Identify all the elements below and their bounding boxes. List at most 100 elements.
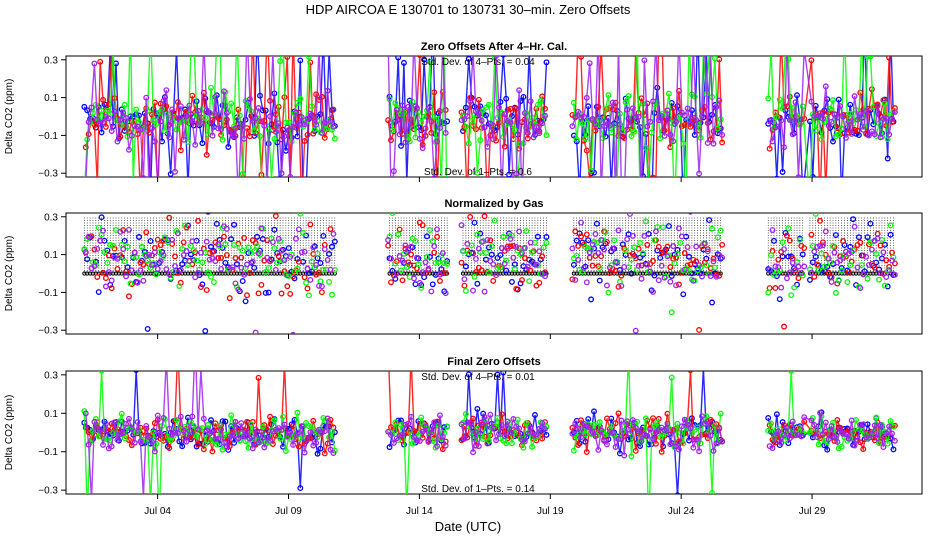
data-point [577,190,582,195]
data-point [641,431,648,438]
data-point [205,269,212,276]
data-point [254,243,261,250]
data-point [126,226,132,233]
data-point [524,263,531,270]
data-point [664,420,671,427]
data-point [128,267,135,274]
data-point [310,417,317,424]
data-point [716,424,723,431]
data-point [278,247,285,254]
data-point [671,260,678,267]
data-point [625,93,632,99]
data-point [172,429,178,436]
data-point [265,24,270,29]
data-point [817,217,823,224]
data-point [504,118,511,124]
data-point [831,111,838,118]
data-point [675,446,682,453]
data-point [484,422,491,429]
data-point [206,109,213,116]
chart-title: HDP AIRCOA E 130701 to 130731 30–min. Ze… [306,2,631,17]
data-point [868,260,875,267]
data-point [128,25,133,30]
data-point [890,254,897,261]
data-point [324,257,331,263]
data-point [396,253,403,260]
data-point [187,251,194,258]
data-point [442,270,449,277]
data-point [575,256,582,263]
data-point [297,57,304,64]
data-point [166,445,173,451]
data-point [691,44,696,49]
data-point [673,282,680,289]
data-point [213,220,220,227]
data-point [483,112,489,119]
series-gas4 [85,44,898,205]
data-point [307,276,314,283]
data-point [632,447,639,454]
data-point [857,421,864,428]
data-point [575,442,582,448]
data-point [269,176,274,177]
data-point [520,444,527,451]
data-point [402,242,409,249]
y-axis-label: Delta CO2 (ppm) [4,79,15,155]
data-point [288,421,295,428]
data-point [880,115,887,122]
data-point [458,259,465,266]
data-point [82,249,89,255]
data-point [609,429,616,436]
data-point [646,186,651,191]
data-point [687,261,694,268]
data-point [108,285,115,292]
data-point [392,419,399,426]
data-point [601,123,608,130]
data-point [883,115,890,122]
data-point [843,134,849,141]
data-point [295,429,302,436]
data-point [686,253,692,260]
data-point [111,254,118,261]
data-point [710,140,717,147]
data-point [189,118,196,125]
data-point [510,416,517,422]
y-tick-label: −0.1 [38,447,58,458]
data-point [416,56,423,59]
data-point [877,422,884,429]
data-point [596,265,603,271]
data-point [487,258,494,264]
data-point [123,115,130,121]
data-point [523,420,530,427]
data-point [792,267,799,274]
data-point [108,277,115,284]
data-point [788,292,795,299]
data-point [638,201,643,206]
data-point [327,50,332,55]
data-point [530,260,537,267]
data-point [262,107,269,114]
data-point [177,103,184,110]
data-point [173,416,180,423]
data-point [475,443,482,450]
x-tick-label: Jul 29 [799,506,826,517]
data-point [644,433,651,439]
data-point [578,56,584,60]
data-point [838,443,845,450]
data-point [622,200,627,205]
data-point [305,292,312,299]
data-point [719,241,726,248]
data-point [582,135,589,142]
data-point [612,444,619,450]
data-point [838,265,845,271]
data-point [511,266,518,273]
data-point [97,120,104,127]
data-point [498,422,505,429]
data-point [814,243,821,250]
data-point [389,194,394,199]
data-point [678,423,685,430]
data-point [465,56,472,62]
data-point [835,96,842,103]
data-point [631,128,638,135]
data-point [126,146,132,153]
